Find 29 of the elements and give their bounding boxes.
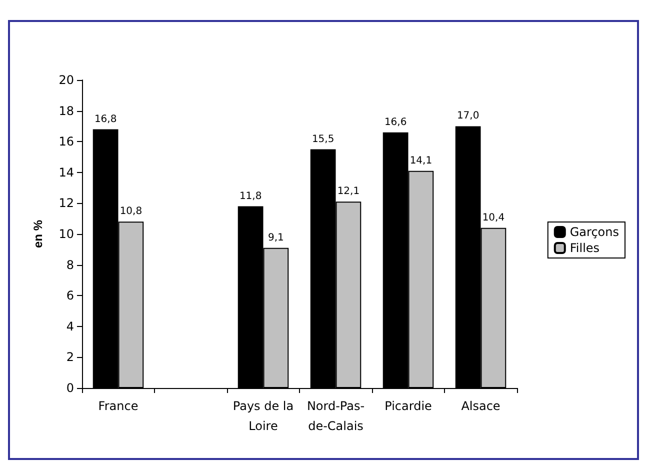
y-tick-label: 16 — [58, 134, 74, 149]
x-tick-label: Nord-Pas- de-Calais — [306, 399, 365, 433]
y-tick-label: 10 — [58, 227, 74, 241]
x-tick-label: France — [98, 399, 138, 413]
data-label: 9,1 — [268, 232, 284, 244]
y-tick-label: 14 — [58, 165, 74, 180]
data-label: 14,1 — [410, 155, 432, 166]
x-tick-label: Alsace — [461, 399, 500, 413]
y-axis-title: en % — [31, 220, 45, 248]
data-label: 15,5 — [312, 134, 334, 145]
y-tick-label: 12 — [58, 196, 74, 210]
y-tick-label: 8 — [66, 258, 74, 272]
y-tick-label: 6 — [66, 288, 74, 303]
data-label: 17,0 — [456, 110, 480, 122]
data-label: 16,6 — [384, 116, 407, 128]
legend-label: Filles — [570, 241, 600, 255]
y-tick-label: 0 — [66, 381, 74, 395]
x-tick-label: Pays de la Loire — [232, 399, 294, 433]
data-label: 11,8 — [239, 190, 262, 202]
y-tick-label: 18 — [58, 104, 74, 118]
y-tick-label: 2 — [66, 350, 74, 364]
y-tick-label: 4 — [66, 319, 74, 334]
legend-label: Garçons — [570, 225, 620, 239]
y-tick-label: 20 — [58, 73, 74, 87]
data-label: 12,1 — [337, 186, 360, 198]
data-label: 10,4 — [482, 212, 505, 224]
data-label: 16,8 — [94, 114, 117, 125]
data-label: 10,8 — [120, 206, 142, 218]
x-tick-label: Picardie — [384, 399, 432, 413]
